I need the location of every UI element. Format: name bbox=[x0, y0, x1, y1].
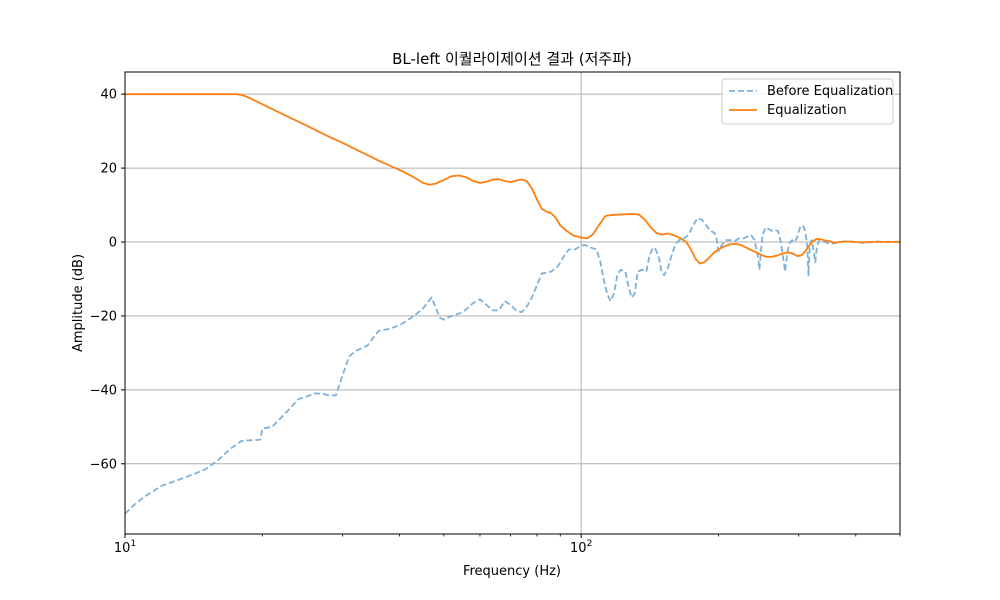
y-tick-label: 0 bbox=[109, 236, 117, 251]
x-tick-base: 10 bbox=[570, 541, 587, 556]
y-tick-label: −20 bbox=[90, 309, 117, 324]
y-tick-label: 40 bbox=[100, 88, 117, 103]
series-line-before-equalization bbox=[124, 217, 901, 515]
x-axis-label: Frequency (Hz) bbox=[463, 564, 561, 579]
x-tick-exponent: 1 bbox=[130, 539, 136, 549]
series-line-equalization bbox=[125, 93, 900, 265]
y-axis-label: Amplitude (dB) bbox=[71, 254, 86, 352]
x-tick-label: 101 bbox=[114, 539, 136, 556]
grid bbox=[124, 72, 900, 534]
chart-title: BL-left 이퀄라이제이션 결과 (저주파) bbox=[392, 50, 632, 68]
y-tick-label: −40 bbox=[90, 383, 117, 398]
legend-label-before-equalization: Before Equalization bbox=[767, 84, 893, 99]
plot-frame bbox=[124, 71, 901, 535]
series-layer bbox=[124, 93, 901, 515]
x-tick-exponent: 2 bbox=[587, 539, 593, 549]
x-tick-label: 102 bbox=[570, 539, 592, 556]
legend: Before Equalization Equalization bbox=[721, 78, 894, 125]
y-tick-label: −60 bbox=[90, 457, 117, 472]
x-tick-base: 10 bbox=[114, 541, 131, 556]
legend-label-equalization: Equalization bbox=[767, 103, 847, 118]
legend-box bbox=[721, 78, 894, 125]
y-tick-label: 20 bbox=[100, 162, 117, 177]
